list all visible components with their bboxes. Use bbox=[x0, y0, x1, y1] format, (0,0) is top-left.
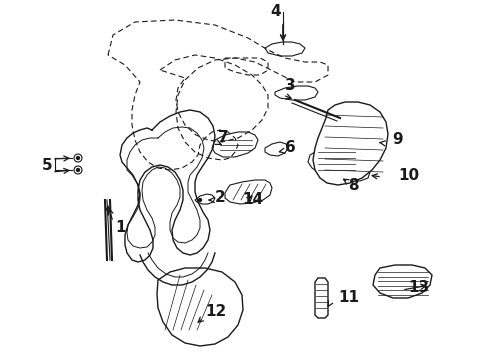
Text: 2: 2 bbox=[215, 189, 226, 204]
Text: 10: 10 bbox=[398, 167, 419, 183]
Text: 1: 1 bbox=[115, 220, 125, 235]
Text: 11: 11 bbox=[338, 291, 359, 306]
Polygon shape bbox=[212, 132, 258, 157]
Polygon shape bbox=[350, 130, 378, 148]
Polygon shape bbox=[315, 278, 328, 318]
Text: 4: 4 bbox=[270, 4, 281, 19]
Text: 9: 9 bbox=[392, 132, 403, 148]
Polygon shape bbox=[373, 265, 432, 298]
Text: 7: 7 bbox=[218, 130, 229, 145]
Polygon shape bbox=[313, 102, 388, 185]
Polygon shape bbox=[195, 194, 215, 204]
Polygon shape bbox=[308, 145, 363, 177]
Circle shape bbox=[76, 168, 79, 171]
Text: 8: 8 bbox=[348, 177, 359, 193]
Polygon shape bbox=[265, 142, 288, 156]
Circle shape bbox=[76, 157, 79, 159]
Text: 6: 6 bbox=[285, 140, 296, 156]
Text: 3: 3 bbox=[285, 77, 295, 93]
Polygon shape bbox=[348, 168, 370, 181]
Polygon shape bbox=[225, 180, 272, 204]
Polygon shape bbox=[157, 268, 243, 346]
Polygon shape bbox=[275, 86, 318, 100]
Circle shape bbox=[198, 198, 201, 202]
Text: 5: 5 bbox=[42, 158, 52, 172]
Polygon shape bbox=[265, 42, 305, 56]
Text: 12: 12 bbox=[205, 305, 226, 320]
Text: 14: 14 bbox=[242, 193, 263, 207]
Text: 13: 13 bbox=[408, 280, 429, 296]
